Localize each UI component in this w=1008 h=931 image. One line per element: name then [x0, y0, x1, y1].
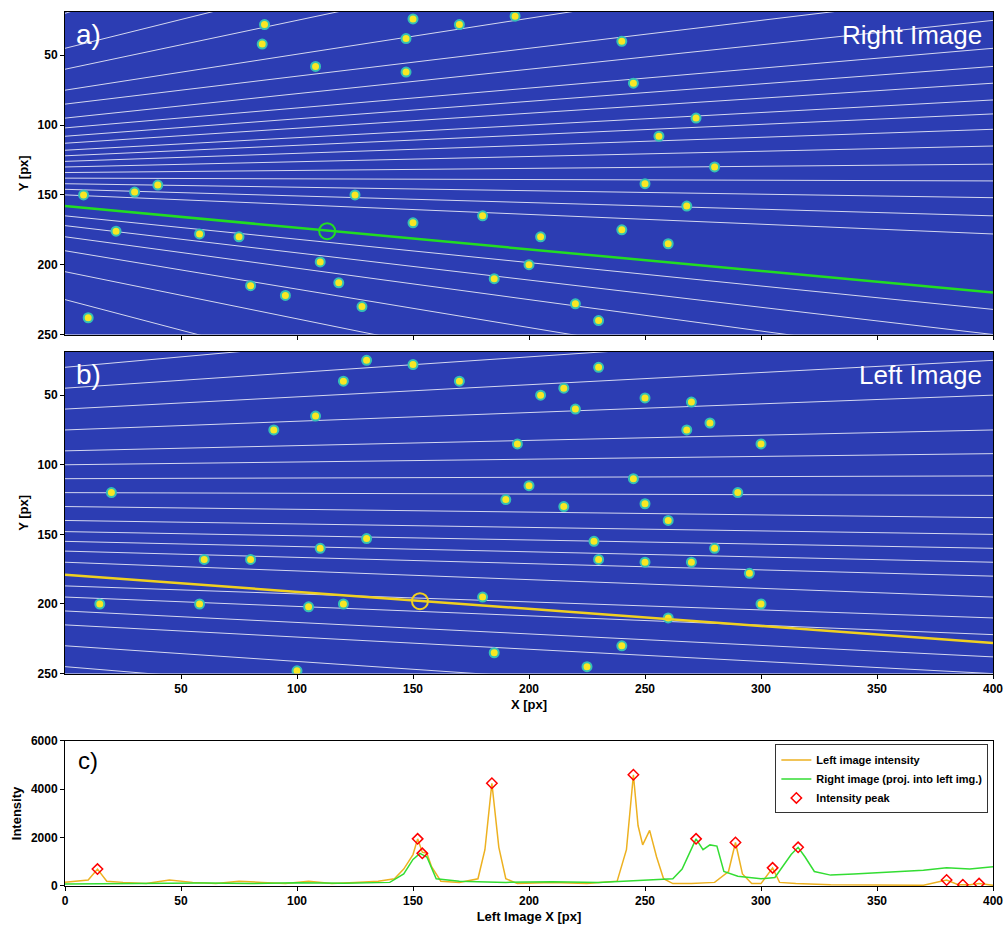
svg-text:200: 200	[519, 682, 539, 696]
svg-text:300: 300	[751, 682, 771, 696]
svg-text:150: 150	[38, 528, 58, 542]
svg-text:Left Image: Left Image	[859, 360, 982, 390]
svg-text:Left image intensity: Left image intensity	[816, 754, 920, 766]
svg-text:4000: 4000	[31, 782, 58, 796]
svg-text:100: 100	[38, 118, 58, 132]
svg-text:50: 50	[174, 682, 188, 696]
svg-text:200: 200	[38, 258, 58, 272]
svg-text:250: 250	[635, 894, 655, 908]
svg-text:150: 150	[403, 894, 423, 908]
svg-text:50: 50	[44, 48, 58, 62]
svg-text:Intensity: Intensity	[9, 786, 24, 840]
svg-text:400: 400	[983, 682, 1003, 696]
svg-text:c): c)	[78, 747, 98, 774]
svg-text:0: 0	[62, 894, 69, 908]
svg-text:Right Image: Right Image	[842, 20, 982, 50]
svg-text:400: 400	[983, 894, 1003, 908]
svg-text:6000: 6000	[31, 734, 58, 748]
svg-text:0: 0	[51, 879, 58, 893]
svg-text:300: 300	[751, 894, 771, 908]
svg-text:a): a)	[76, 19, 101, 50]
svg-text:250: 250	[38, 667, 58, 681]
svg-text:Right image (proj. into left i: Right image (proj. into left img.)	[816, 773, 982, 785]
svg-text:50: 50	[174, 894, 188, 908]
svg-text:250: 250	[38, 328, 58, 342]
svg-text:2000: 2000	[31, 831, 58, 845]
svg-text:50: 50	[44, 388, 58, 402]
svg-text:Y [px]: Y [px]	[16, 495, 31, 531]
svg-text:100: 100	[38, 458, 58, 472]
svg-text:200: 200	[38, 597, 58, 611]
svg-text:Y [px]: Y [px]	[16, 155, 31, 191]
svg-text:150: 150	[38, 188, 58, 202]
svg-text:b): b)	[76, 359, 101, 390]
svg-text:350: 350	[867, 682, 887, 696]
svg-text:Left Image X [px]: Left Image X [px]	[477, 909, 582, 924]
svg-text:150: 150	[403, 682, 423, 696]
svg-text:350: 350	[867, 894, 887, 908]
svg-text:200: 200	[519, 894, 539, 908]
svg-text:Intensity peak: Intensity peak	[816, 792, 890, 804]
svg-text:100: 100	[287, 682, 307, 696]
svg-text:250: 250	[635, 682, 655, 696]
svg-text:X [px]: X [px]	[511, 697, 547, 712]
svg-text:100: 100	[287, 894, 307, 908]
